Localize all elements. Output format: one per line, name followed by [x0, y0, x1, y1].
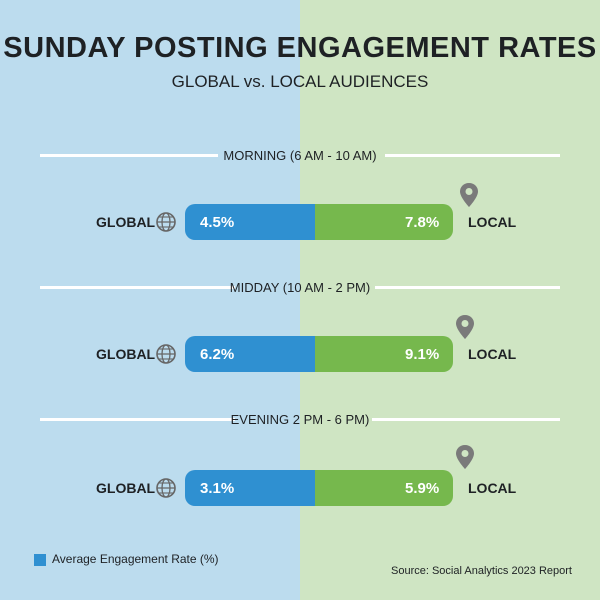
section-divider-left	[40, 154, 218, 157]
legend-label: Average Engagement Rate (%)	[52, 552, 219, 566]
global-label: GLOBAL	[96, 480, 156, 496]
value-label-local-midday: 9.1%	[405, 346, 440, 363]
section-label-midday: MIDDAY (10 AM - 2 PM)	[229, 280, 371, 295]
section-divider-left	[40, 286, 235, 289]
value-label-local-morning: 7.8%	[405, 214, 440, 231]
bar-global-morning	[185, 204, 315, 240]
map-pin-icon	[460, 183, 478, 207]
global-label: GLOBAL	[96, 346, 156, 362]
source-note: Source: Social Analytics 2023 Report	[391, 565, 572, 577]
value-label-global-evening: 3.1%	[200, 480, 235, 497]
legend-swatch	[34, 554, 46, 566]
chart-subtitle: GLOBAL vs. LOCAL AUDIENCES	[171, 72, 429, 91]
value-label-local-evening: 5.9%	[405, 480, 440, 497]
global-label: GLOBAL	[96, 214, 156, 230]
section-label-evening: EVENING 2 PM - 6 PM)	[230, 412, 370, 427]
globe-icon	[156, 478, 176, 498]
bar-local-evening	[315, 470, 453, 506]
section-divider-right	[385, 154, 560, 157]
section-divider-right	[375, 286, 560, 289]
map-pin-icon	[456, 445, 474, 469]
bar-local-morning	[315, 204, 453, 240]
bar-global-evening	[185, 470, 315, 506]
chart-title: SUNDAY POSTING ENGAGEMENT RATES	[3, 32, 597, 64]
value-label-global-midday: 6.2%	[200, 346, 235, 363]
bar-global-midday	[185, 336, 315, 372]
value-label-global-morning: 4.5%	[200, 214, 235, 231]
local-label: LOCAL	[468, 480, 517, 496]
map-pin-icon	[456, 315, 474, 339]
local-label: LOCAL	[468, 214, 517, 230]
local-label: LOCAL	[468, 346, 517, 362]
section-label-morning: MORNING (6 AM - 10 AM)	[223, 148, 377, 163]
globe-icon	[156, 344, 176, 364]
bar-local-midday	[315, 336, 453, 372]
section-divider-left	[40, 418, 235, 421]
globe-icon	[156, 212, 176, 232]
section-divider-right	[372, 418, 560, 421]
